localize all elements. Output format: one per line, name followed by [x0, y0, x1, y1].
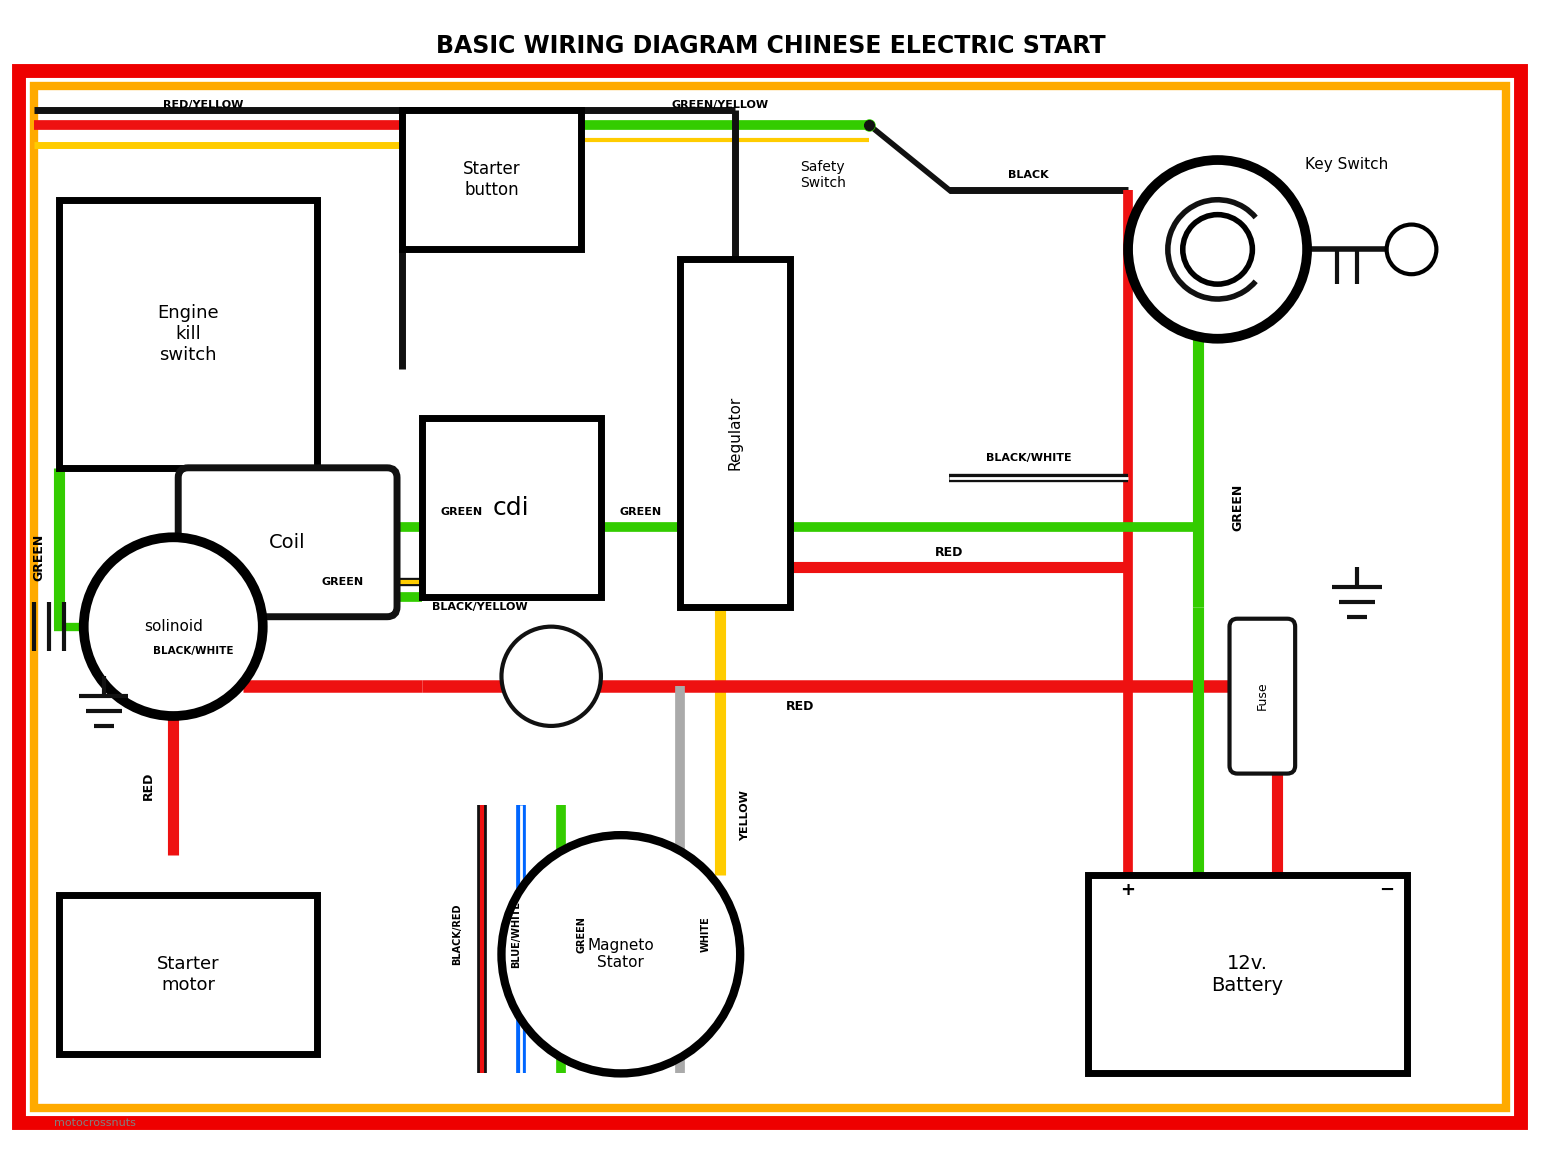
Circle shape [1129, 160, 1308, 339]
Bar [34, 86, 1507, 1108]
Text: GREEN: GREEN [441, 508, 483, 517]
Text: BLACK/RED: BLACK/RED [452, 904, 461, 965]
Text: −: − [1379, 880, 1394, 899]
Text: BLACK/WHITE: BLACK/WHITE [985, 452, 1072, 463]
Text: GREEN: GREEN [1231, 484, 1244, 531]
Text: Magneto
Stator: Magneto Stator [588, 938, 654, 971]
Text: Regulator: Regulator [728, 396, 743, 470]
Text: RED: RED [786, 700, 814, 713]
Text: GREEN: GREEN [32, 533, 45, 581]
Text: YELLOW: YELLOW [740, 790, 749, 841]
Circle shape [501, 835, 740, 1074]
Circle shape [83, 537, 262, 716]
Text: +: + [1121, 880, 1135, 899]
Text: BLUE/WHITE: BLUE/WHITE [512, 901, 521, 968]
Text: WHITE: WHITE [700, 916, 711, 952]
Text: Engine
kill
switch: Engine kill switch [157, 304, 219, 363]
Bar [59, 894, 318, 1054]
Text: Key Switch: Key Switch [1305, 157, 1388, 172]
Bar [680, 259, 790, 606]
Text: BLACK/WHITE: BLACK/WHITE [153, 647, 233, 656]
Circle shape [1183, 215, 1252, 285]
Bar [423, 418, 601, 597]
FancyBboxPatch shape [179, 467, 396, 617]
Text: Starter
button: Starter button [463, 161, 520, 199]
Text: RED/YELLOW: RED/YELLOW [163, 101, 244, 110]
Bar [1089, 875, 1406, 1074]
Text: motocrossnuts: motocrossnuts [54, 1118, 136, 1128]
Text: GREEN: GREEN [577, 916, 586, 953]
Text: GREEN: GREEN [620, 508, 662, 517]
Circle shape [501, 627, 601, 725]
Text: solinoid: solinoid [143, 619, 202, 634]
Text: BLACK/YELLOW: BLACK/YELLOW [432, 602, 527, 612]
Text: cdi: cdi [493, 495, 530, 519]
Bar [402, 110, 581, 250]
Text: Starter
motor: Starter motor [157, 955, 219, 994]
Text: Coil: Coil [270, 532, 305, 552]
Text: GREEN/YELLOW: GREEN/YELLOW [672, 101, 769, 110]
Text: 12v.
Battery: 12v. Battery [1212, 953, 1283, 995]
Text: RED: RED [142, 772, 154, 799]
Text: Fuse: Fuse [1255, 681, 1269, 710]
Bar [59, 200, 318, 467]
Text: RED: RED [934, 546, 964, 559]
FancyBboxPatch shape [1229, 619, 1295, 774]
Text: BASIC WIRING DIAGRAM CHINESE ELECTRIC START: BASIC WIRING DIAGRAM CHINESE ELECTRIC ST… [436, 34, 1106, 58]
Text: Safety
Switch: Safety Switch [800, 160, 845, 190]
Text: BLACK: BLACK [1008, 170, 1049, 180]
Text: GREEN: GREEN [321, 577, 364, 587]
Circle shape [1386, 224, 1437, 274]
